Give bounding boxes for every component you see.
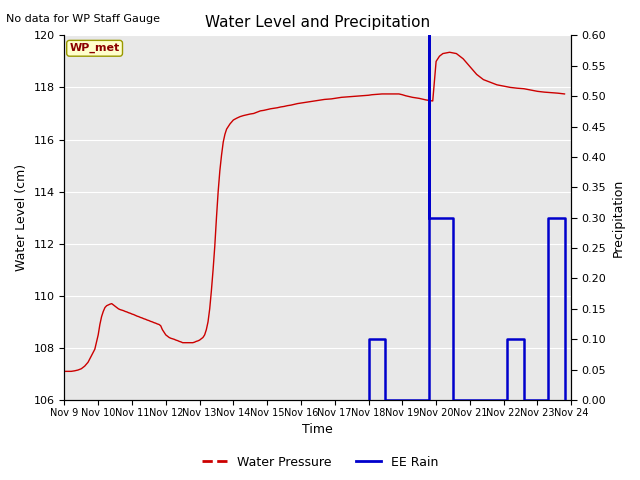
Legend: Water Pressure, EE Rain: Water Pressure, EE Rain	[196, 451, 444, 474]
Text: No data for WP Staff Gauge: No data for WP Staff Gauge	[6, 14, 161, 24]
X-axis label: Time: Time	[303, 423, 333, 436]
Title: Water Level and Precipitation: Water Level and Precipitation	[205, 15, 431, 30]
Y-axis label: Precipitation: Precipitation	[612, 179, 625, 257]
Y-axis label: Water Level (cm): Water Level (cm)	[15, 164, 28, 271]
Text: WP_met: WP_met	[70, 43, 120, 53]
